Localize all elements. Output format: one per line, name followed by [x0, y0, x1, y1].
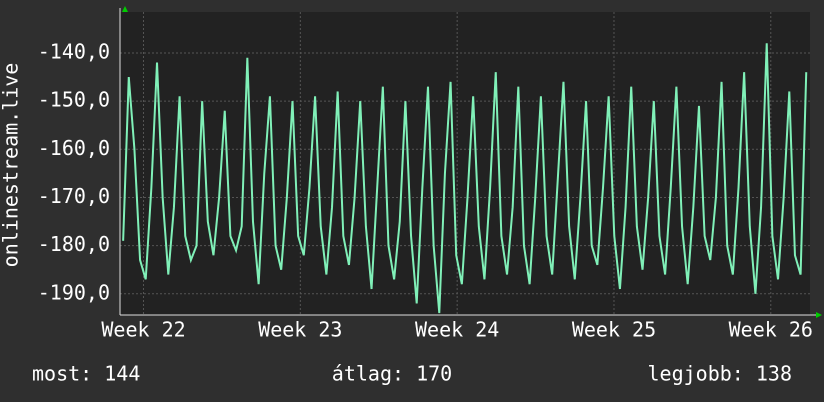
data-line [122, 43, 808, 314]
footer-best: legjobb: 138 [648, 362, 793, 386]
y-tick-label: -160,0 [38, 136, 110, 160]
y-tick-label: -150,0 [38, 88, 110, 112]
x-tick-label: Week 24 [415, 318, 499, 342]
x-tick-label: Week 26 [729, 318, 813, 342]
x-arrow [816, 312, 822, 318]
y-tick-label: -140,0 [38, 39, 110, 63]
y-tick-label: -170,0 [38, 184, 110, 208]
x-tick-label: Week 22 [101, 318, 185, 342]
plot-area [120, 12, 810, 315]
y-arrow [122, 6, 128, 12]
x-tick-label: Week 25 [572, 318, 656, 342]
footer-current: most: 144 [32, 362, 140, 386]
footer-average: átlag: 170 [332, 362, 452, 386]
y-tick-label: -190,0 [38, 280, 110, 304]
x-tick-label: Week 23 [258, 318, 342, 342]
y-tick-label: -180,0 [38, 232, 110, 256]
y-axis-label: onlinestream.live [0, 63, 23, 268]
